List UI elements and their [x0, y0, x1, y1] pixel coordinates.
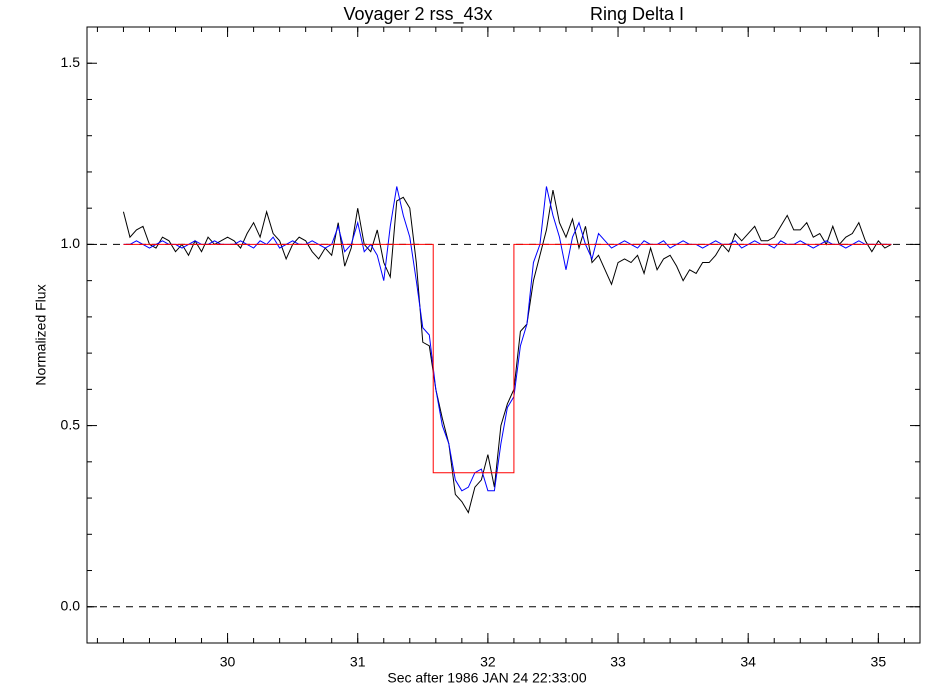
data-line — [123, 243, 892, 474]
x-tick-label: 31 — [350, 654, 366, 670]
x-tick-label: 32 — [480, 654, 496, 670]
data-line — [122, 189, 892, 514]
y-tick-label: 0.5 — [61, 416, 81, 432]
x-tick-label: 30 — [220, 654, 236, 670]
y-tick-label: 0.0 — [61, 597, 81, 613]
data-line — [123, 186, 892, 492]
x-axis-label: Sec after 1986 JAN 24 22:33:00 — [387, 670, 586, 686]
y-tick-label: 1.5 — [61, 54, 81, 70]
x-tick-label: 34 — [740, 654, 756, 670]
chart-subtitle: Ring Delta I — [590, 4, 684, 24]
y-axis-label: Normalized Flux — [33, 284, 49, 385]
y-tick-label: 1.0 — [61, 235, 81, 251]
x-tick-label: 35 — [871, 654, 887, 670]
chart-title: Voyager 2 rss_43x — [343, 4, 492, 25]
plot-frame — [86, 26, 921, 644]
x-tick-label: 33 — [610, 654, 626, 670]
